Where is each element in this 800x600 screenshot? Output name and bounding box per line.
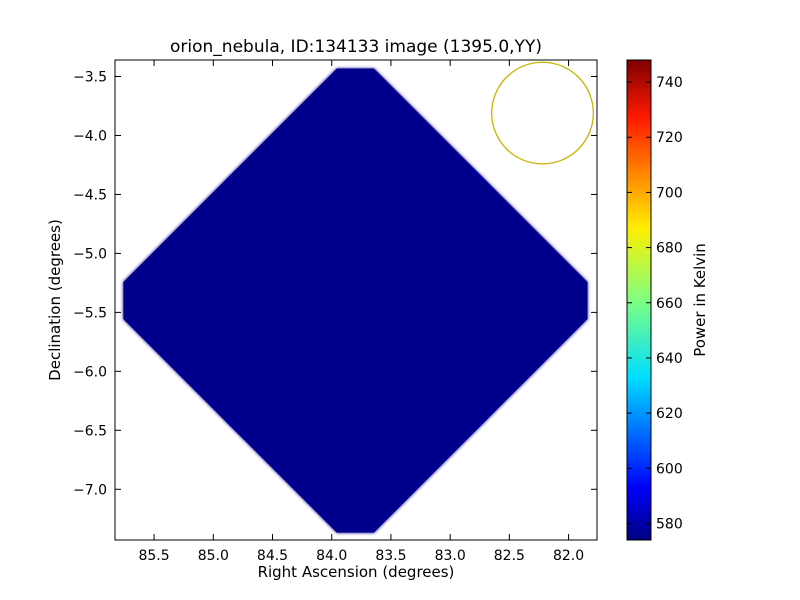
x-tick-label: 84.5 [257, 548, 288, 564]
x-axis-label: Right Ascension (degrees) [258, 563, 455, 581]
y-tick-label: −7.0 [73, 482, 107, 498]
colorbar-gradient [626, 59, 652, 541]
colorbar-tick-label: 700 [656, 185, 683, 201]
x-tick-label: 85.0 [198, 548, 229, 564]
colorbar-tick-label: 740 [656, 75, 683, 91]
y-tick-label: −6.5 [73, 423, 107, 439]
colorbar-label: Power in Kelvin [691, 243, 709, 357]
colorbar-tick-label: 680 [656, 241, 683, 257]
y-axis-label: Declination (degrees) [46, 219, 64, 381]
x-axis-ticks: 85.5 85.0 84.5 84.0 83.5 83.0 82.5 82.0 [138, 60, 584, 564]
x-tick-label: 82.5 [494, 548, 525, 564]
y-tick-label: −3.5 [73, 70, 107, 86]
colorbar-tick-label: 620 [656, 406, 683, 422]
colorbar-tick-label: 660 [656, 296, 683, 312]
plot-area: 85.5 85.0 84.5 84.0 83.5 83.0 82.5 82.0 −3.5 −4.… [73, 59, 598, 564]
axes-frame [114, 59, 598, 541]
colorbar-tick-label: 720 [656, 130, 683, 146]
x-tick-label: 83.5 [375, 548, 406, 564]
y-tick-label: −6.0 [73, 364, 107, 380]
x-tick-label: 84.0 [316, 548, 347, 564]
colorbar-tick-label: 580 [656, 516, 683, 532]
chart-title: orion_nebula, ID:134133 image (1395.0,YY… [170, 37, 542, 57]
heatmap-edge [123, 68, 588, 533]
y-tick-label: −5.5 [73, 305, 107, 321]
y-axis-ticks: −3.5 −4.0 −4.5 −5.0 −5.5 −6.0 −6.5 −7.0 [73, 70, 597, 498]
colorbar-ticks: 580 600 620 640 660 680 700 720 740 [627, 75, 683, 532]
colorbar: 580 600 620 640 660 680 700 720 740 [626, 59, 683, 541]
y-tick-label: −5.0 [73, 246, 107, 262]
y-tick-label: −4.0 [73, 128, 107, 144]
colorbar-tick-label: 600 [656, 461, 683, 477]
heatmap-image [123, 68, 588, 533]
colorbar-tick-label: 640 [656, 351, 683, 367]
x-tick-label: 85.5 [138, 548, 169, 564]
x-tick-label: 82.0 [553, 548, 584, 564]
y-tick-label: −4.5 [73, 187, 107, 203]
x-tick-label: 83.0 [435, 548, 466, 564]
beam-circle [491, 61, 595, 165]
